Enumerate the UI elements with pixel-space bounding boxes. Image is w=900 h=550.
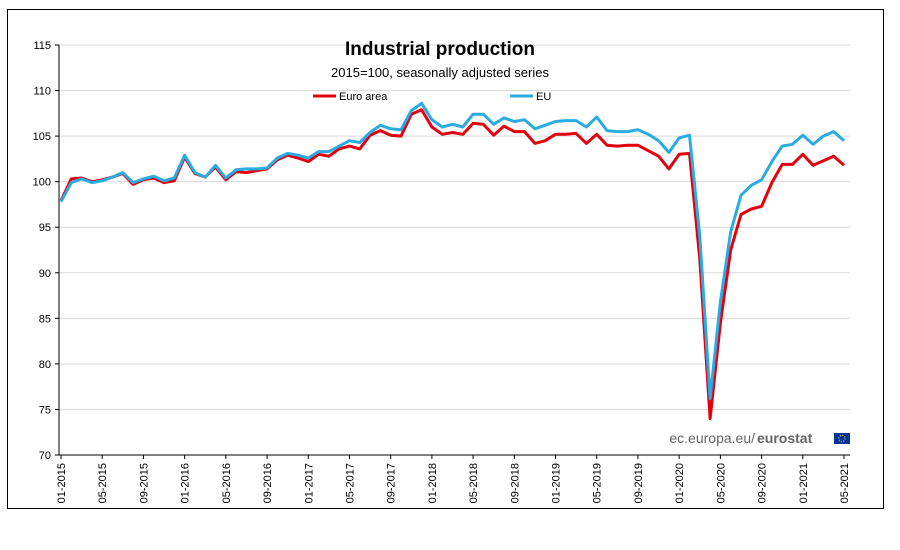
- x-tick-label-09-2020: 09-2020: [757, 463, 769, 503]
- legend-label-euro-area: Euro area: [339, 91, 388, 103]
- x-tick-label-09-2018: 09-2018: [509, 463, 521, 503]
- eu-flag-icon: [834, 433, 850, 444]
- x-tick-label-09-2019: 09-2019: [633, 463, 645, 503]
- x-tick-label-09-2015: 09-2015: [138, 463, 150, 503]
- x-tick-label-05-2016: 05-2016: [221, 463, 233, 503]
- y-tick-label-100: 100: [33, 177, 51, 189]
- series-line-eu: [59, 101, 845, 400]
- x-tick-label-01-2018: 01-2018: [427, 463, 439, 503]
- x-tick-label-09-2016: 09-2016: [262, 463, 274, 503]
- credit-url: ec.europa.eu/: [669, 430, 755, 446]
- x-tick-label-05-2017: 05-2017: [344, 463, 356, 503]
- chart-frame: [7, 9, 884, 509]
- x-tick-label-05-2018: 05-2018: [468, 463, 480, 503]
- y-tick-label-90: 90: [39, 268, 51, 280]
- y-tick-label-115: 115: [33, 40, 51, 52]
- x-tick-label-01-2021: 01-2021: [798, 463, 810, 503]
- y-tick-label-80: 80: [39, 359, 51, 371]
- chart-title: Industrial production: [345, 39, 535, 60]
- gridlines: [59, 44, 850, 410]
- y-tick-label-95: 95: [39, 222, 51, 234]
- x-tick-label-01-2020: 01-2020: [674, 463, 686, 503]
- x-tick-label-01-2017: 01-2017: [303, 463, 315, 503]
- series-group: [59, 101, 845, 421]
- legend-label-eu: EU: [536, 91, 551, 103]
- x-tick-label-01-2016: 01-2016: [180, 463, 192, 503]
- x-tick-label-05-2019: 05-2019: [592, 463, 604, 503]
- x-axis-ticks: 01-2015 05-2015 09-2015 01-2016 05-2016 09-20…: [56, 455, 851, 503]
- credit-brand: eurostat: [757, 430, 813, 446]
- y-tick-label-105: 105: [33, 131, 51, 143]
- x-tick-label-05-2015: 05-2015: [97, 463, 109, 503]
- y-tick-label-85: 85: [39, 313, 51, 325]
- x-tick-label-09-2017: 09-2017: [386, 463, 398, 503]
- y-tick-label-70: 70: [39, 450, 51, 462]
- y-axis-ticks: 70 75 80 85 90 95 100 105 110 115: [33, 40, 59, 462]
- chart-subtitle: 2015=100, seasonally adjusted series: [331, 65, 549, 80]
- legend: Euro area EU: [313, 91, 551, 103]
- y-tick-label-110: 110: [33, 86, 51, 98]
- y-tick-label-75: 75: [39, 404, 51, 416]
- x-tick-label-05-2021: 05-2021: [839, 463, 851, 503]
- eu-flag-stars: [838, 434, 846, 443]
- x-tick-label-01-2015: 01-2015: [56, 463, 68, 503]
- eurostat-credit: ec.europa.eu/ eurostat: [669, 430, 850, 446]
- x-tick-label-01-2019: 01-2019: [551, 463, 563, 503]
- x-tick-label-05-2020: 05-2020: [715, 463, 727, 503]
